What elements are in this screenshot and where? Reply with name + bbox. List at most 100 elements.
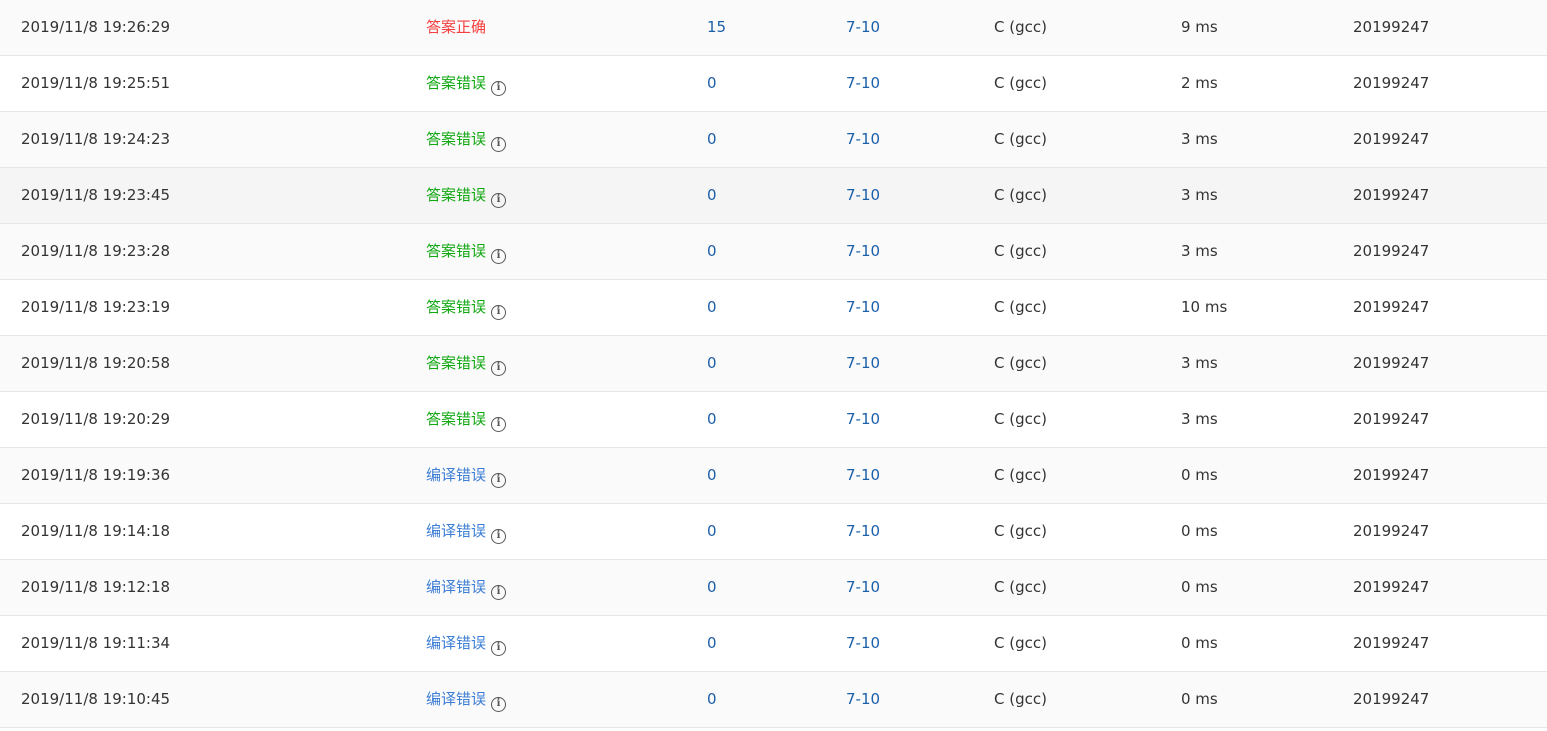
table-row: 2019/11/8 19:23:19 答案错误 i 0 7-10 C (gcc) 10 ms… xyxy=(0,280,1547,336)
submit-time: 2019/11/8 19:23:45 xyxy=(21,186,171,204)
status[interactable]: 编译错误 xyxy=(426,634,487,652)
submit-time: 2019/11/8 19:24:23 xyxy=(21,130,171,148)
compiler: C (gcc) xyxy=(994,410,1047,428)
status[interactable]: 答案错误 xyxy=(426,186,487,204)
problem-link[interactable]: 7-10 xyxy=(846,410,881,428)
score-cell: 0 xyxy=(707,56,717,111)
score[interactable]: 0 xyxy=(707,130,717,148)
info-circle-icon[interactable]: i xyxy=(491,529,507,544)
problem-link[interactable]: 7-10 xyxy=(846,18,881,36)
problem-link[interactable]: 7-10 xyxy=(846,298,881,316)
table-row: 2019/11/8 19:10:45 编译错误 i 0 7-10 C (gcc) 0 ms 2… xyxy=(0,672,1547,728)
duration-cell: 0 ms xyxy=(1181,616,1218,671)
submit-time-cell: 2019/11/8 19:19:36 xyxy=(21,448,170,503)
info-circle-icon[interactable]: i xyxy=(491,585,507,600)
score-cell: 0 xyxy=(707,672,717,727)
user-id-cell: 20199247 xyxy=(1353,112,1429,167)
score[interactable]: 0 xyxy=(707,634,717,652)
user-id: 20199247 xyxy=(1353,130,1430,148)
user-id: 20199247 xyxy=(1353,354,1430,372)
status[interactable]: 答案错误 xyxy=(426,74,487,92)
submit-time: 2019/11/8 19:14:18 xyxy=(21,522,171,540)
user-id: 20199247 xyxy=(1353,298,1430,316)
score[interactable]: 0 xyxy=(707,186,717,204)
score-cell: 0 xyxy=(707,504,717,559)
compiler-cell: C (gcc) xyxy=(994,112,1047,167)
compiler: C (gcc) xyxy=(994,242,1047,260)
duration-cell: 0 ms xyxy=(1181,672,1218,727)
problem-link[interactable]: 7-10 xyxy=(846,690,881,708)
info-circle-icon[interactable]: i xyxy=(491,361,507,376)
problem-link[interactable]: 7-10 xyxy=(846,634,881,652)
score[interactable]: 15 xyxy=(707,18,727,36)
status-cell: 编译错误 i xyxy=(426,560,507,615)
problem-link[interactable]: 7-10 xyxy=(846,578,881,596)
status[interactable]: 编译错误 xyxy=(426,466,487,484)
compiler-cell: C (gcc) xyxy=(994,616,1047,671)
user-id: 20199247 xyxy=(1353,634,1430,652)
table-row: 2019/11/8 19:20:29 答案错误 i 0 7-10 C (gcc) 3 ms 2… xyxy=(0,392,1547,448)
status-cell: 编译错误 i xyxy=(426,616,507,671)
user-id: 20199247 xyxy=(1353,242,1430,260)
compiler-cell: C (gcc) xyxy=(994,392,1047,447)
user-id: 20199247 xyxy=(1353,18,1430,36)
status[interactable]: 编译错误 xyxy=(426,522,487,540)
problem-link[interactable]: 7-10 xyxy=(846,186,881,204)
score[interactable]: 0 xyxy=(707,242,717,260)
status[interactable]: 答案错误 xyxy=(426,130,487,148)
info-circle-icon[interactable]: i xyxy=(491,641,507,656)
user-id: 20199247 xyxy=(1353,186,1430,204)
problem-link[interactable]: 7-10 xyxy=(846,242,881,260)
duration-cell: 0 ms xyxy=(1181,448,1218,503)
compiler-cell: C (gcc) xyxy=(994,504,1047,559)
duration: 0 ms xyxy=(1181,690,1218,708)
score[interactable]: 0 xyxy=(707,578,717,596)
submit-time-cell: 2019/11/8 19:11:34 xyxy=(21,616,170,671)
score[interactable]: 0 xyxy=(707,74,717,92)
user-id-cell: 20199247 xyxy=(1353,280,1429,335)
score[interactable]: 0 xyxy=(707,354,717,372)
problem-link-cell: 7-10 xyxy=(846,336,880,391)
problem-link[interactable]: 7-10 xyxy=(846,466,881,484)
score[interactable]: 0 xyxy=(707,522,717,540)
status[interactable]: 答案错误 xyxy=(426,298,487,316)
info-circle-icon[interactable]: i xyxy=(491,193,507,208)
problem-link-cell: 7-10 xyxy=(846,560,880,615)
score[interactable]: 0 xyxy=(707,690,717,708)
compiler: C (gcc) xyxy=(994,186,1047,204)
score[interactable]: 0 xyxy=(707,410,717,428)
problem-link[interactable]: 7-10 xyxy=(846,130,881,148)
status[interactable]: 答案正确 xyxy=(426,18,487,36)
compiler-cell: C (gcc) xyxy=(994,672,1047,727)
score[interactable]: 0 xyxy=(707,298,717,316)
table-row: 2019/11/8 19:23:28 答案错误 i 0 7-10 C (gcc) 3 ms 2… xyxy=(0,224,1547,280)
submit-time: 2019/11/8 19:23:19 xyxy=(21,298,171,316)
user-id-cell: 20199247 xyxy=(1353,616,1429,671)
score-cell: 0 xyxy=(707,336,717,391)
score-cell: 0 xyxy=(707,112,717,167)
info-circle-icon[interactable]: i xyxy=(491,249,507,264)
info-circle-icon[interactable]: i xyxy=(491,305,507,320)
duration: 3 ms xyxy=(1181,354,1218,372)
status-cell: 编译错误 i xyxy=(426,672,507,727)
table-row: 2019/11/8 19:25:51 答案错误 i 0 7-10 C (gcc) 2 ms 2… xyxy=(0,56,1547,112)
status[interactable]: 答案错误 xyxy=(426,242,487,260)
duration-cell: 3 ms xyxy=(1181,224,1218,279)
status[interactable]: 答案错误 xyxy=(426,354,487,372)
problem-link-cell: 7-10 xyxy=(846,224,880,279)
problem-link[interactable]: 7-10 xyxy=(846,354,881,372)
duration-cell: 3 ms xyxy=(1181,336,1218,391)
status[interactable]: 答案错误 xyxy=(426,410,487,428)
info-circle-icon[interactable]: i xyxy=(491,697,507,712)
status[interactable]: 编译错误 xyxy=(426,578,487,596)
problem-link[interactable]: 7-10 xyxy=(846,74,881,92)
info-circle-icon[interactable]: i xyxy=(491,81,507,96)
status[interactable]: 编译错误 xyxy=(426,690,487,708)
score[interactable]: 0 xyxy=(707,466,717,484)
score-cell: 0 xyxy=(707,168,717,223)
problem-link[interactable]: 7-10 xyxy=(846,522,881,540)
info-circle-icon[interactable]: i xyxy=(491,137,507,152)
info-circle-icon[interactable]: i xyxy=(491,417,507,432)
compiler: C (gcc) xyxy=(994,690,1047,708)
info-circle-icon[interactable]: i xyxy=(491,473,507,488)
